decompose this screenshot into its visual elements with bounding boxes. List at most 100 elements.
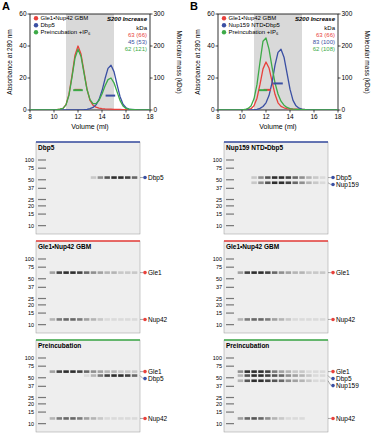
band-dot — [143, 417, 147, 421]
gel-band — [313, 176, 318, 179]
gel-band — [245, 374, 250, 377]
gel-band — [265, 417, 270, 420]
mass-label: 83 (100) — [313, 39, 335, 45]
gel-band — [272, 176, 277, 179]
gel-band — [286, 271, 291, 274]
gel-band — [238, 417, 243, 420]
band-dot — [331, 384, 335, 388]
band-label: Gle1 — [148, 368, 162, 375]
x-tick-label: 10 — [238, 113, 246, 120]
gel-band — [111, 318, 116, 321]
gel-band — [272, 370, 277, 373]
ladder-band — [226, 267, 234, 268]
gel-band — [77, 176, 82, 179]
ladder-label: 15 — [28, 310, 34, 316]
ladder-label: 50 — [216, 177, 222, 183]
ladder-label: 50 — [216, 276, 222, 282]
band-connector — [140, 272, 143, 273]
band-connector — [140, 177, 143, 178]
gel-band — [91, 176, 96, 179]
ladder-label: 37 — [28, 284, 34, 290]
gel-color-bar — [36, 141, 140, 143]
ladder-label: 50 — [28, 276, 34, 282]
ladder-band — [226, 225, 234, 226]
gel-band — [77, 374, 82, 377]
mass-label: 63 (66) — [316, 32, 335, 38]
gel-band — [245, 318, 250, 321]
gel-color-bar — [36, 240, 140, 242]
ladder-band — [38, 304, 46, 305]
gel-band — [299, 181, 304, 184]
band-dot — [143, 318, 147, 322]
series-line — [218, 62, 338, 110]
band-label: Gle1 — [148, 269, 162, 276]
gel-band — [265, 176, 270, 179]
gel-band — [132, 271, 137, 274]
gel-band — [251, 379, 256, 382]
gel-band — [279, 318, 284, 321]
gel-band — [50, 318, 55, 321]
gel-band — [292, 181, 297, 184]
gel-band — [84, 417, 89, 420]
gel-band — [286, 318, 291, 321]
ladder-band — [226, 324, 234, 325]
gel-band — [104, 417, 109, 420]
gel-band — [118, 370, 123, 373]
ladder-label: 25 — [216, 296, 222, 302]
gel-band — [118, 318, 123, 321]
y2-tick — [338, 14, 341, 15]
ladder-label: 75 — [216, 165, 222, 171]
gel-band — [132, 176, 137, 179]
gel-band — [299, 417, 304, 420]
gel-band — [104, 176, 109, 179]
ladder-label: 15 — [216, 310, 222, 316]
ladder-label: 100 — [213, 157, 222, 163]
gel-band — [63, 370, 68, 373]
legend-label: Preincubation +IP₆ — [41, 29, 92, 35]
gel-band — [292, 176, 297, 179]
ladder-band — [226, 423, 234, 424]
band-connector — [140, 319, 143, 320]
y2-tick — [150, 46, 153, 47]
band-label: Dbp5 — [148, 174, 164, 182]
gel-band — [279, 176, 284, 179]
y2-tick-label: 0 — [342, 106, 346, 113]
gel-title: Preincubation — [226, 342, 269, 349]
legend-swatch — [34, 30, 38, 34]
band-label: Nup42 — [148, 415, 168, 423]
gel-band — [272, 318, 277, 321]
gel-band — [98, 271, 103, 274]
ladder-label: 15 — [216, 211, 222, 217]
band-dot — [331, 176, 335, 180]
gel-band — [292, 417, 297, 420]
x-axis-label: Volume (ml) — [259, 123, 296, 131]
gel-band — [258, 176, 263, 179]
gel-band — [279, 181, 284, 184]
y2-tick-label: 300 — [154, 10, 165, 17]
gel-band — [292, 374, 297, 377]
gel-band — [70, 271, 75, 274]
gel-band — [258, 370, 263, 373]
gel-band — [286, 181, 291, 184]
gel-band — [245, 417, 250, 420]
ladder-band — [226, 287, 234, 288]
gel-band — [63, 417, 68, 420]
legend-swatch — [222, 30, 226, 34]
legend-swatch — [34, 16, 38, 20]
ladder-label: 37 — [28, 185, 34, 191]
ladder-label: 25 — [216, 395, 222, 401]
ladder-band — [38, 278, 46, 279]
column-annotation: S200 Increase — [295, 16, 336, 22]
gel-band — [272, 417, 277, 420]
ladder-band — [226, 188, 234, 189]
ladder-band — [226, 298, 234, 299]
y-tick — [216, 78, 219, 79]
gel-band — [320, 374, 325, 377]
band-label: Gle1 — [336, 269, 350, 276]
gel-band — [118, 271, 123, 274]
legend-label: Dbp5 — [41, 22, 56, 28]
gel-band — [84, 176, 89, 179]
gel-band — [111, 176, 116, 179]
band-connector — [328, 371, 331, 372]
series-line — [218, 49, 338, 110]
